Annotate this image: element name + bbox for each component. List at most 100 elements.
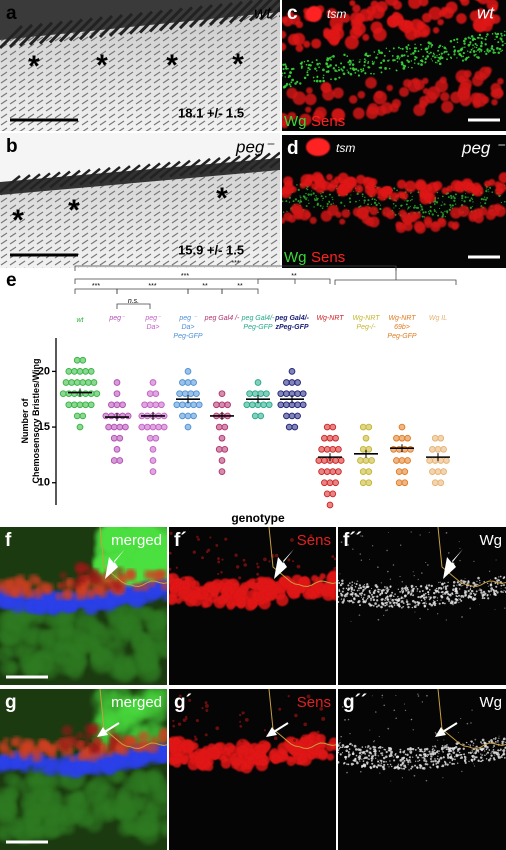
cell: [444, 745, 448, 749]
cell: [403, 221, 413, 232]
cell: [437, 739, 439, 741]
cell: [435, 201, 439, 204]
cell: [451, 762, 454, 765]
cell: [363, 199, 366, 202]
cell: [206, 746, 220, 761]
image-panel: f´´ Wg: [338, 527, 506, 685]
dot: [321, 479, 328, 487]
cell: [432, 753, 435, 756]
cell: [415, 604, 417, 606]
cell: [411, 66, 413, 69]
cell: [310, 193, 313, 196]
cell: [256, 572, 260, 576]
cell: [421, 12, 432, 23]
cell: [172, 724, 176, 728]
cell: [315, 59, 318, 62]
cell: [423, 751, 425, 753]
cell: [321, 585, 333, 597]
cell: [464, 595, 467, 597]
cell: [312, 76, 315, 79]
cell: [373, 61, 376, 63]
cell: [375, 605, 378, 608]
cell: [287, 111, 297, 121]
dot: [401, 445, 409, 453]
cell: [409, 761, 412, 763]
cell: [153, 570, 165, 583]
bristle: [149, 161, 171, 180]
cell: [308, 68, 311, 71]
cell: [480, 51, 482, 53]
cell: [494, 741, 497, 743]
bristle: [108, 12, 134, 37]
cell: [469, 206, 473, 209]
cell: [334, 69, 337, 72]
cell: [287, 694, 290, 698]
cell: [494, 738, 497, 740]
cell: [498, 172, 506, 184]
bristle: [209, 156, 231, 175]
cell: [437, 589, 439, 591]
cell: [351, 591, 354, 594]
cell: [346, 177, 358, 188]
cell: [305, 198, 307, 201]
cell: [400, 191, 409, 200]
cell: [500, 39, 503, 41]
cell: [441, 601, 445, 605]
cell: [379, 204, 382, 206]
dot: [218, 468, 226, 475]
cell: [460, 585, 462, 587]
cell: [115, 741, 127, 753]
cell: [472, 596, 475, 599]
cell: [372, 605, 375, 607]
cell: [172, 737, 180, 745]
cell: [371, 695, 373, 697]
cell: [432, 747, 434, 750]
cell: [377, 49, 380, 52]
cell: [8, 750, 17, 759]
cell: [448, 593, 451, 596]
cell: [329, 179, 339, 189]
dot: [138, 423, 146, 431]
cell: [486, 33, 489, 36]
cell: [452, 588, 455, 592]
cell: [421, 757, 423, 759]
cell: [239, 720, 242, 723]
cell: [375, 90, 383, 99]
cell: [347, 584, 350, 587]
cell: [417, 747, 420, 749]
cell: [365, 756, 368, 759]
cell: [422, 211, 425, 214]
cell: [438, 46, 440, 49]
dot: [221, 423, 229, 431]
cell: [479, 580, 481, 582]
cell: [363, 58, 366, 61]
cell: [490, 582, 492, 584]
cell: [59, 571, 67, 580]
cell: [472, 47, 474, 49]
cell: [380, 51, 383, 55]
cell: [426, 50, 429, 54]
cell: [339, 746, 342, 749]
cell: [253, 590, 264, 602]
cell: [299, 209, 311, 221]
cell: [440, 91, 450, 102]
cell: [379, 762, 381, 764]
cell: [390, 192, 400, 202]
cell: [313, 197, 316, 200]
dot: [113, 379, 121, 386]
cell: [485, 190, 488, 193]
dot: [76, 401, 84, 409]
cell: [292, 738, 297, 742]
cell: [369, 604, 372, 607]
cell: [458, 541, 460, 543]
cell: [194, 737, 198, 741]
cell: [422, 55, 425, 58]
cell: [402, 602, 405, 605]
cell: [117, 784, 140, 807]
cell: [307, 64, 310, 67]
cell: [497, 749, 500, 752]
label-line: Wg-NRT: [388, 315, 416, 322]
cell: [429, 42, 432, 45]
cell: [436, 765, 439, 768]
cell: [466, 586, 468, 588]
